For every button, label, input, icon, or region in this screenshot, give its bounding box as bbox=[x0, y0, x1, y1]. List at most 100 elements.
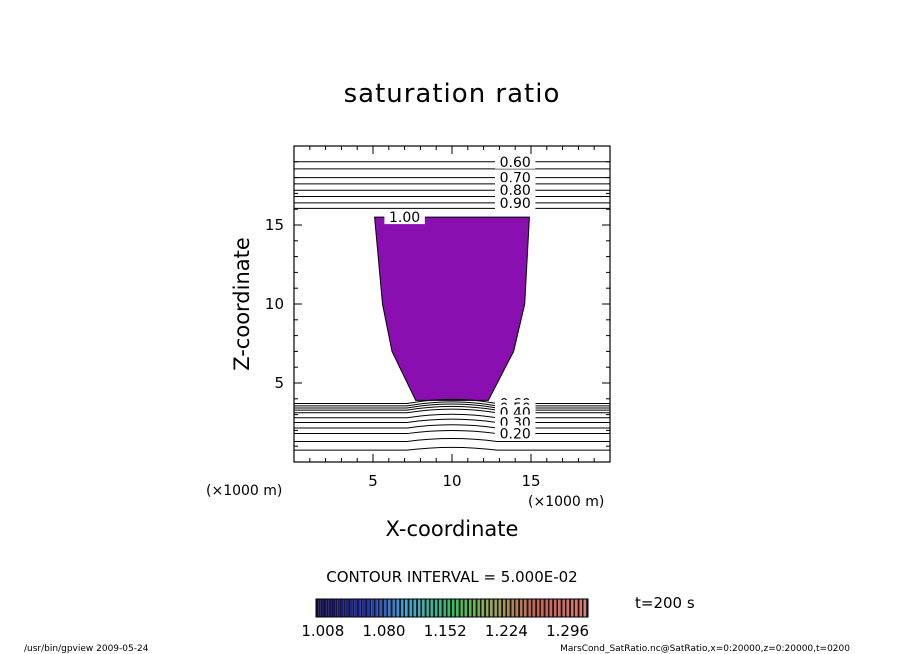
colorbar-stripe-gap bbox=[488, 599, 491, 617]
colorbar-stripe bbox=[430, 599, 434, 617]
colorbar-stripe bbox=[473, 599, 476, 617]
chart-title: saturation ratio bbox=[344, 79, 561, 109]
colorbar-stripe-gap bbox=[331, 599, 333, 617]
colorbar-stripe-gap bbox=[522, 599, 525, 617]
colorbar-stripe bbox=[490, 599, 493, 617]
colorbar-stripe bbox=[418, 599, 421, 617]
colorbar-stripe-gap bbox=[390, 599, 393, 617]
colorbar-stripe-gap bbox=[365, 599, 367, 617]
colorbar-stripe-gap bbox=[539, 599, 542, 617]
colorbar-stripe-gap bbox=[509, 599, 512, 617]
x-axis-label: X-coordinate bbox=[386, 517, 519, 541]
colorbar-stripe-gap bbox=[501, 599, 503, 617]
colorbar-stripe bbox=[345, 599, 349, 617]
colorbar-stripe bbox=[464, 599, 468, 617]
colorbar-stripe bbox=[503, 599, 506, 617]
colorbar-stripe bbox=[333, 599, 336, 617]
colorbar-stripe-gap bbox=[394, 599, 397, 617]
colorbar-stripe bbox=[532, 599, 536, 617]
colorbar-stripe bbox=[524, 599, 527, 617]
lower-contour-line bbox=[294, 413, 610, 419]
colorbar-stripe-gap bbox=[403, 599, 406, 617]
colorbar-stripe-gap bbox=[535, 599, 537, 617]
z-unit-label: (×1000 m) bbox=[528, 494, 604, 510]
colorbar-stripe bbox=[477, 599, 480, 617]
colorbar-stripe bbox=[371, 599, 374, 617]
colorbar-stripe-gap bbox=[556, 599, 559, 617]
colorbar-stripe bbox=[337, 599, 340, 617]
x-tick-label: 10 bbox=[442, 472, 461, 490]
colorbar-stripes bbox=[316, 599, 588, 617]
colorbar-stripe bbox=[396, 599, 400, 617]
colorbar-stripe bbox=[426, 599, 429, 617]
colorbar-stripe bbox=[375, 599, 378, 617]
colorbar-stripe-gap bbox=[450, 599, 452, 617]
upper-contour-label-group: 0.90 bbox=[495, 194, 536, 212]
colorbar-stripe-gap bbox=[505, 599, 508, 617]
colorbar-stripe-gap bbox=[581, 599, 584, 617]
colorbar-tick-label: 1.008 bbox=[301, 622, 344, 640]
contour-lines-layer bbox=[294, 161, 610, 451]
colorbar-stripe bbox=[575, 599, 578, 617]
colorbar-stripe bbox=[379, 599, 383, 617]
colorbar-stripe-gap bbox=[343, 599, 346, 617]
colorbar-stripe-gap bbox=[318, 599, 321, 617]
colorbar-stripe bbox=[541, 599, 544, 617]
colorbar-stripe-gap bbox=[326, 599, 329, 617]
upper-contour-label-group: 0.60 bbox=[495, 153, 536, 171]
colorbar-stripe bbox=[328, 599, 332, 617]
colorbar-stripe-gap bbox=[552, 599, 554, 617]
colorbar-stripe bbox=[320, 599, 323, 617]
colorbar-stripe bbox=[562, 599, 565, 617]
colorbar-stripe-gap bbox=[573, 599, 576, 617]
time-label: t=200 s bbox=[635, 594, 695, 612]
y-tick-label: 15 bbox=[265, 216, 284, 234]
colorbar-stripe-gap bbox=[377, 599, 380, 617]
colorbar-stripe-gap bbox=[382, 599, 384, 617]
colorbar-stripe bbox=[507, 599, 510, 617]
lower-contour-line bbox=[294, 401, 610, 407]
colorbar-stripe-gap bbox=[416, 599, 418, 617]
colorbar-stripe-gap bbox=[360, 599, 363, 617]
colorbar-stripe-gap bbox=[471, 599, 474, 617]
colorbar-stripe-gap bbox=[428, 599, 431, 617]
upper-contour-label: 0.90 bbox=[500, 196, 531, 212]
colorbar-stripe-gap bbox=[492, 599, 495, 617]
colorbar-stripe bbox=[447, 599, 451, 617]
colorbar-stripe bbox=[350, 599, 353, 617]
colorbar-stripe bbox=[498, 599, 502, 617]
y-tick-label: 5 bbox=[274, 374, 284, 392]
contour-interval-text: CONTOUR INTERVAL = 5.000E-02 bbox=[326, 568, 577, 586]
colorbar-stripe bbox=[456, 599, 459, 617]
colorbar-stripe-gap bbox=[479, 599, 482, 617]
saturation-contour-label-group: 1.00 bbox=[384, 209, 425, 226]
colorbar-stripe-gap bbox=[543, 599, 546, 617]
colorbar-stripe-gap bbox=[547, 599, 550, 617]
lower-contour-line bbox=[294, 438, 610, 442]
lower-contour-label-bg bbox=[495, 425, 536, 441]
lower-contour-line bbox=[294, 398, 610, 405]
lower-contour-line bbox=[294, 429, 610, 435]
lower-contour-label-group: 0.20 bbox=[495, 425, 536, 443]
lower-contour-line bbox=[294, 408, 610, 414]
y-axis-label: Z-coordinate bbox=[230, 237, 254, 371]
colorbar-stripe bbox=[358, 599, 361, 617]
colorbar-stripe bbox=[443, 599, 446, 617]
colorbar-stripe-gap bbox=[386, 599, 389, 617]
lower-contour-line bbox=[294, 403, 610, 409]
plot-area: 0.600.700.800.901.000.600.500.400.300.20… bbox=[265, 145, 611, 490]
colorbar-stripe-gap bbox=[373, 599, 376, 617]
colorbar-stripe bbox=[435, 599, 438, 617]
colorbar-stripe bbox=[494, 599, 497, 617]
colorbar-stripe-gap bbox=[407, 599, 410, 617]
colorbar-stripe-gap bbox=[420, 599, 423, 617]
colorbar-stripe bbox=[549, 599, 553, 617]
colorbar-stripe bbox=[409, 599, 412, 617]
colorbar-frame bbox=[315, 598, 589, 618]
colorbar-stripe bbox=[583, 599, 587, 617]
x-tick-label: 15 bbox=[521, 472, 540, 490]
colorbar-tick-label: 1.224 bbox=[485, 622, 528, 640]
colorbar-tick-label: 1.152 bbox=[424, 622, 467, 640]
colorbar-stripe-gap bbox=[352, 599, 355, 617]
colorbar-stripe bbox=[558, 599, 561, 617]
